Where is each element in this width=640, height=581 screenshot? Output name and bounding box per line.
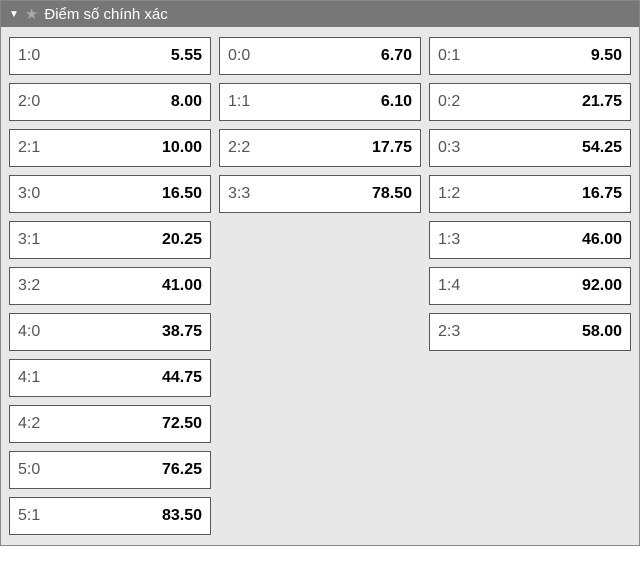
score-label: 0:3	[438, 139, 460, 157]
score-label: 0:2	[438, 93, 460, 111]
odds-value: 20.25	[162, 231, 202, 249]
odds-cell[interactable]: 2:3 58.00	[429, 313, 631, 351]
panel-title: Điểm số chính xác	[44, 6, 167, 23]
score-label: 1:3	[438, 231, 460, 249]
odds-value: 78.50	[372, 185, 412, 203]
odds-value: 58.00	[582, 323, 622, 341]
score-label: 3:1	[18, 231, 40, 249]
odds-cell[interactable]: 1:4 92.00	[429, 267, 631, 305]
odds-value: 6.10	[381, 93, 412, 111]
odds-value: 5.55	[171, 47, 202, 65]
odds-value: 8.00	[171, 93, 202, 111]
panel-header[interactable]: ▼ ★ Điểm số chính xác	[1, 1, 639, 27]
odds-value: 72.50	[162, 415, 202, 433]
odds-cell[interactable]: 5:0 76.25	[9, 451, 211, 489]
odds-value: 10.00	[162, 139, 202, 157]
odds-value: 41.00	[162, 277, 202, 295]
odds-value: 38.75	[162, 323, 202, 341]
odds-cell[interactable]: 4:2 72.50	[9, 405, 211, 443]
favorite-star-icon[interactable]: ★	[25, 5, 38, 23]
away-win-column: 0:19.500:221.750:354.251:216.751:346.001…	[429, 37, 631, 351]
odds-cell[interactable]: 2:0 8.00	[9, 83, 211, 121]
correct-score-panel: ▼ ★ Điểm số chính xác 1:0 5.55 2:0 8.00 2:1 1…	[0, 0, 640, 546]
odds-value: 44.75	[162, 369, 202, 387]
home-win-column: 1:05.552:08.002:110.003:016.503:120.253:…	[9, 37, 211, 535]
score-label: 1:4	[438, 277, 460, 295]
panel-body: 1:05.552:08.002:110.003:016.503:120.253:…	[1, 27, 639, 545]
odds-cell[interactable]: 1:3 46.00	[429, 221, 631, 259]
draw-column: 0:0 6.70 1:1 6.10 2:2 17.75 3:3 78.50	[219, 37, 421, 213]
odds-value: 16.50	[162, 185, 202, 203]
odds-cell[interactable]: 1:2 16.75	[429, 175, 631, 213]
odds-cell[interactable]: 2:1 10.00	[9, 129, 211, 167]
odds-value: 6.70	[381, 47, 412, 65]
score-label: 3:2	[18, 277, 40, 295]
score-label: 4:0	[18, 323, 40, 341]
odds-cell[interactable]: 0:2 21.75	[429, 83, 631, 121]
odds-value: 21.75	[582, 93, 622, 111]
odds-cell[interactable]: 3:2 41.00	[9, 267, 211, 305]
odds-cell[interactable]: 3:3 78.50	[219, 175, 421, 213]
odds-cell[interactable]: 1:0 5.55	[9, 37, 211, 75]
odds-cell[interactable]: 0:3 54.25	[429, 129, 631, 167]
odds-value: 16.75	[582, 185, 622, 203]
odds-value: 54.25	[582, 139, 622, 157]
odds-value: 9.50	[591, 47, 622, 65]
odds-cell[interactable]: 3:0 16.50	[9, 175, 211, 213]
odds-value: 83.50	[162, 507, 202, 525]
odds-value: 76.25	[162, 461, 202, 479]
score-label: 1:2	[438, 185, 460, 203]
odds-cell[interactable]: 0:0 6.70	[219, 37, 421, 75]
odds-cell[interactable]: 4:0 38.75	[9, 313, 211, 351]
odds-cell[interactable]: 5:1 83.50	[9, 497, 211, 535]
odds-cell[interactable]: 4:1 44.75	[9, 359, 211, 397]
score-label: 5:0	[18, 461, 40, 479]
score-label: 4:2	[18, 415, 40, 433]
odds-value: 46.00	[582, 231, 622, 249]
odds-cell[interactable]: 1:1 6.10	[219, 83, 421, 121]
odds-cell[interactable]: 0:1 9.50	[429, 37, 631, 75]
score-label: 2:0	[18, 93, 40, 111]
score-label: 0:1	[438, 47, 460, 65]
odds-cell[interactable]: 3:1 20.25	[9, 221, 211, 259]
score-label: 2:1	[18, 139, 40, 157]
score-label: 3:0	[18, 185, 40, 203]
score-label: 1:0	[18, 47, 40, 65]
score-label: 2:3	[438, 323, 460, 341]
score-label: 5:1	[18, 507, 40, 525]
odds-value: 92.00	[582, 277, 622, 295]
score-label: 4:1	[18, 369, 40, 387]
odds-cell[interactable]: 2:2 17.75	[219, 129, 421, 167]
score-label: 2:2	[228, 139, 250, 157]
collapse-caret-icon: ▼	[9, 9, 19, 20]
score-label: 3:3	[228, 185, 250, 203]
score-label: 0:0	[228, 47, 250, 65]
odds-value: 17.75	[372, 139, 412, 157]
score-label: 1:1	[228, 93, 250, 111]
